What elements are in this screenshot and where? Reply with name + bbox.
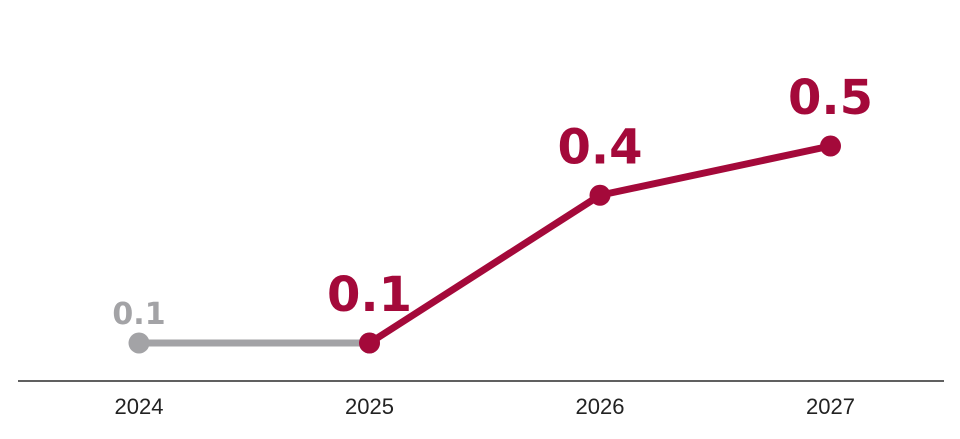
x-tick-label: 2024	[115, 394, 164, 419]
data-point	[820, 135, 841, 157]
x-tick-label: 2025	[345, 394, 394, 419]
x-tick-label: 2026	[576, 394, 625, 419]
x-tick-labels: 2024 2025 2026 2027	[115, 394, 855, 419]
data-label: 0.1	[327, 267, 412, 323]
data-label: 0.1	[112, 297, 165, 332]
series-line-1	[367, 142, 832, 346]
data-point	[589, 184, 611, 206]
data-label: 0.5	[788, 70, 873, 126]
data-label: 0.4	[557, 119, 642, 175]
series-layer	[128, 135, 841, 354]
data-labels: 0.1 0.1 0.4 0.5	[112, 70, 873, 332]
data-point	[359, 332, 380, 354]
data-point	[128, 332, 150, 354]
x-tick-label: 2027	[806, 394, 855, 419]
